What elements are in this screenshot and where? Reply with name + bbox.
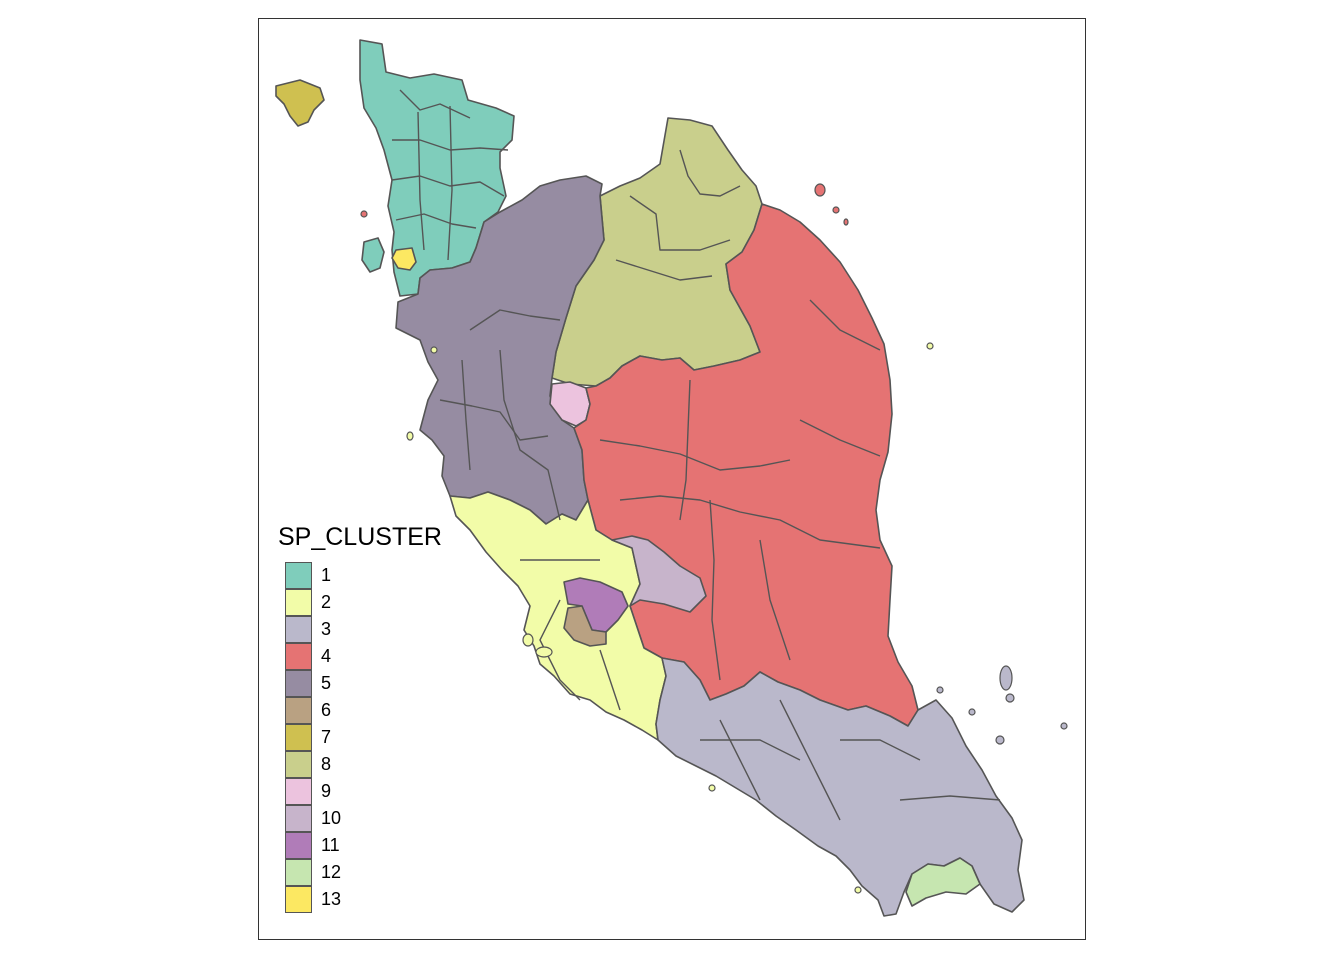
legend-swatch (285, 670, 312, 697)
legend-entry: 8 (278, 751, 442, 778)
offshore-island (936, 686, 944, 694)
legend-swatch (285, 751, 312, 778)
district-boundary-line (779, 699, 841, 821)
map-region-cluster-12-district (905, 857, 981, 907)
offshore-island (926, 342, 934, 350)
district-boundary-line (599, 439, 791, 471)
legend-entries: 1 2 3 4 5 6 7 8 9 10 11 12 13 (278, 562, 442, 913)
legend-entry: 7 (278, 724, 442, 751)
legend-label: 6 (321, 700, 332, 720)
legend-swatch (285, 697, 312, 724)
legend-label: 9 (321, 781, 332, 801)
offshore-island (1060, 722, 1068, 730)
legend-swatch (285, 589, 312, 616)
offshore-island (360, 210, 368, 218)
district-boundary-line (447, 105, 453, 261)
district-boundary-line (439, 399, 549, 441)
legend-swatch (285, 805, 312, 832)
district-boundary-line (619, 495, 881, 549)
district-boundary-line (499, 349, 561, 521)
legend-label: 11 (321, 835, 340, 855)
district-boundary-line (719, 719, 761, 801)
district-boundary-line (700, 739, 801, 761)
legend-entry: 1 (278, 562, 442, 589)
legend-label: 1 (321, 565, 332, 585)
legend-label: 3 (321, 619, 332, 639)
district-boundary-line (395, 213, 477, 229)
legend-swatch (285, 778, 312, 805)
district-boundary-line (899, 795, 1001, 801)
offshore-island (854, 886, 862, 894)
district-boundary-line (759, 539, 791, 661)
offshore-island (843, 218, 849, 226)
district-boundary-line (679, 379, 691, 521)
offshore-island (999, 665, 1013, 691)
map-region-cluster-6-district (563, 605, 607, 647)
map-region-cluster-3-south (655, 657, 1025, 917)
district-boundary-line (599, 649, 621, 711)
offshore-island (832, 206, 840, 214)
legend-label: 2 (321, 592, 332, 612)
legend-entry: 13 (278, 886, 442, 913)
map-panel-frame (258, 18, 1086, 940)
legend-title: SP_CLUSTER (278, 523, 442, 551)
offshore-island (995, 735, 1005, 745)
district-boundary-line (461, 359, 471, 471)
district-boundary-line (629, 195, 731, 251)
map-region-cluster-10-district (611, 535, 707, 613)
offshore-island (1005, 693, 1015, 703)
legend-label: 5 (321, 673, 332, 693)
legend-entry: 3 (278, 616, 442, 643)
legend-swatch (285, 724, 312, 751)
district-boundary-line (399, 89, 471, 119)
map-region-cluster-13-district (391, 247, 417, 271)
legend-entry: 4 (278, 643, 442, 670)
legend-label: 4 (321, 646, 332, 666)
district-boundary-line (469, 309, 561, 331)
district-boundary-line (392, 139, 509, 151)
legend-swatch (285, 859, 312, 886)
offshore-island (406, 431, 414, 441)
legend-entry: 12 (278, 859, 442, 886)
legend-entry: 6 (278, 697, 442, 724)
map-region-cluster-11-district (563, 577, 629, 633)
legend-label: 13 (321, 889, 342, 909)
legend-entry: 9 (278, 778, 442, 805)
legend-swatch (285, 886, 312, 913)
legend-swatch (285, 616, 312, 643)
map-legend: SP_CLUSTER 1 2 3 4 5 6 7 8 9 10 11 12 13 (278, 522, 442, 913)
offshore-island (522, 633, 534, 647)
district-boundary-line (417, 111, 425, 251)
offshore-island (535, 646, 553, 658)
district-boundary-line (840, 739, 921, 761)
legend-swatch (285, 643, 312, 670)
offshore-island (968, 708, 976, 716)
legend-entry: 10 (278, 805, 442, 832)
legend-swatch (285, 562, 312, 589)
map-region-cluster-7-island (275, 79, 325, 127)
legend-label: 7 (321, 727, 332, 747)
offshore-island (430, 346, 438, 354)
district-boundary-line (799, 419, 881, 457)
district-boundary-line (391, 175, 505, 197)
district-boundary-line (615, 259, 713, 281)
offshore-island (708, 784, 716, 792)
district-boundary-line (679, 149, 741, 197)
map-region-cluster-1-island (361, 237, 385, 273)
legend-label: 12 (321, 862, 342, 882)
district-boundary-line (539, 599, 581, 701)
district-boundary-line (809, 299, 881, 351)
district-boundary-line (709, 499, 721, 681)
legend-label: 8 (321, 754, 332, 774)
legend-entry: 2 (278, 589, 442, 616)
legend-entry: 11 (278, 832, 442, 859)
legend-swatch (285, 832, 312, 859)
offshore-island (814, 183, 826, 197)
legend-label: 10 (321, 808, 342, 828)
legend-entry: 5 (278, 670, 442, 697)
